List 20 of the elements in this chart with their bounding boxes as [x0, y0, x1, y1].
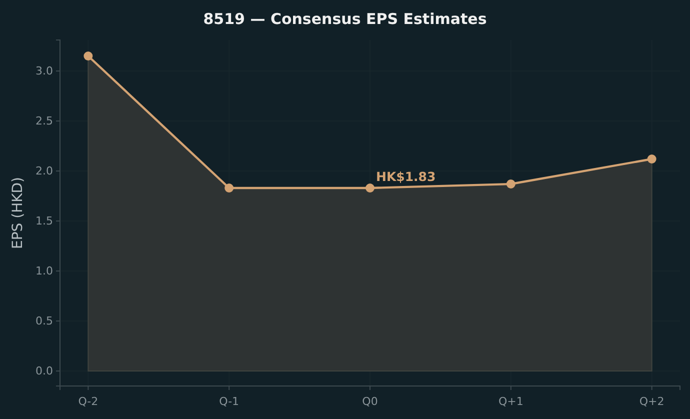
point — [647, 154, 656, 164]
point — [84, 52, 93, 60]
y-tick-label: 0.0 — [36, 364, 53, 378]
point — [224, 184, 234, 192]
y-tick-label: 0.5 — [36, 314, 53, 328]
y-tick-label: 3.0 — [36, 64, 53, 78]
chart-title: 8519 — Consensus EPS Estimates — [203, 10, 487, 28]
x-tick-label: Q-2 — [78, 395, 98, 408]
y-axis-title: EPS (HKD) — [10, 176, 26, 250]
y-tick-label: 1.0 — [36, 264, 53, 278]
annotation: HK$1.83 — [376, 169, 436, 184]
x-tick-label: Q+1 — [498, 395, 524, 408]
y-tick-label: 2.0 — [36, 164, 53, 178]
x-tick-label: Q-1 — [219, 395, 240, 408]
point — [366, 184, 374, 192]
x-tick-label: Q+2 — [639, 395, 664, 408]
y-tick-label: 1.5 — [36, 214, 53, 228]
y-tick-label: 2.5 — [36, 114, 53, 128]
x-tick-label: Q0 — [362, 395, 378, 408]
point — [506, 180, 516, 188]
